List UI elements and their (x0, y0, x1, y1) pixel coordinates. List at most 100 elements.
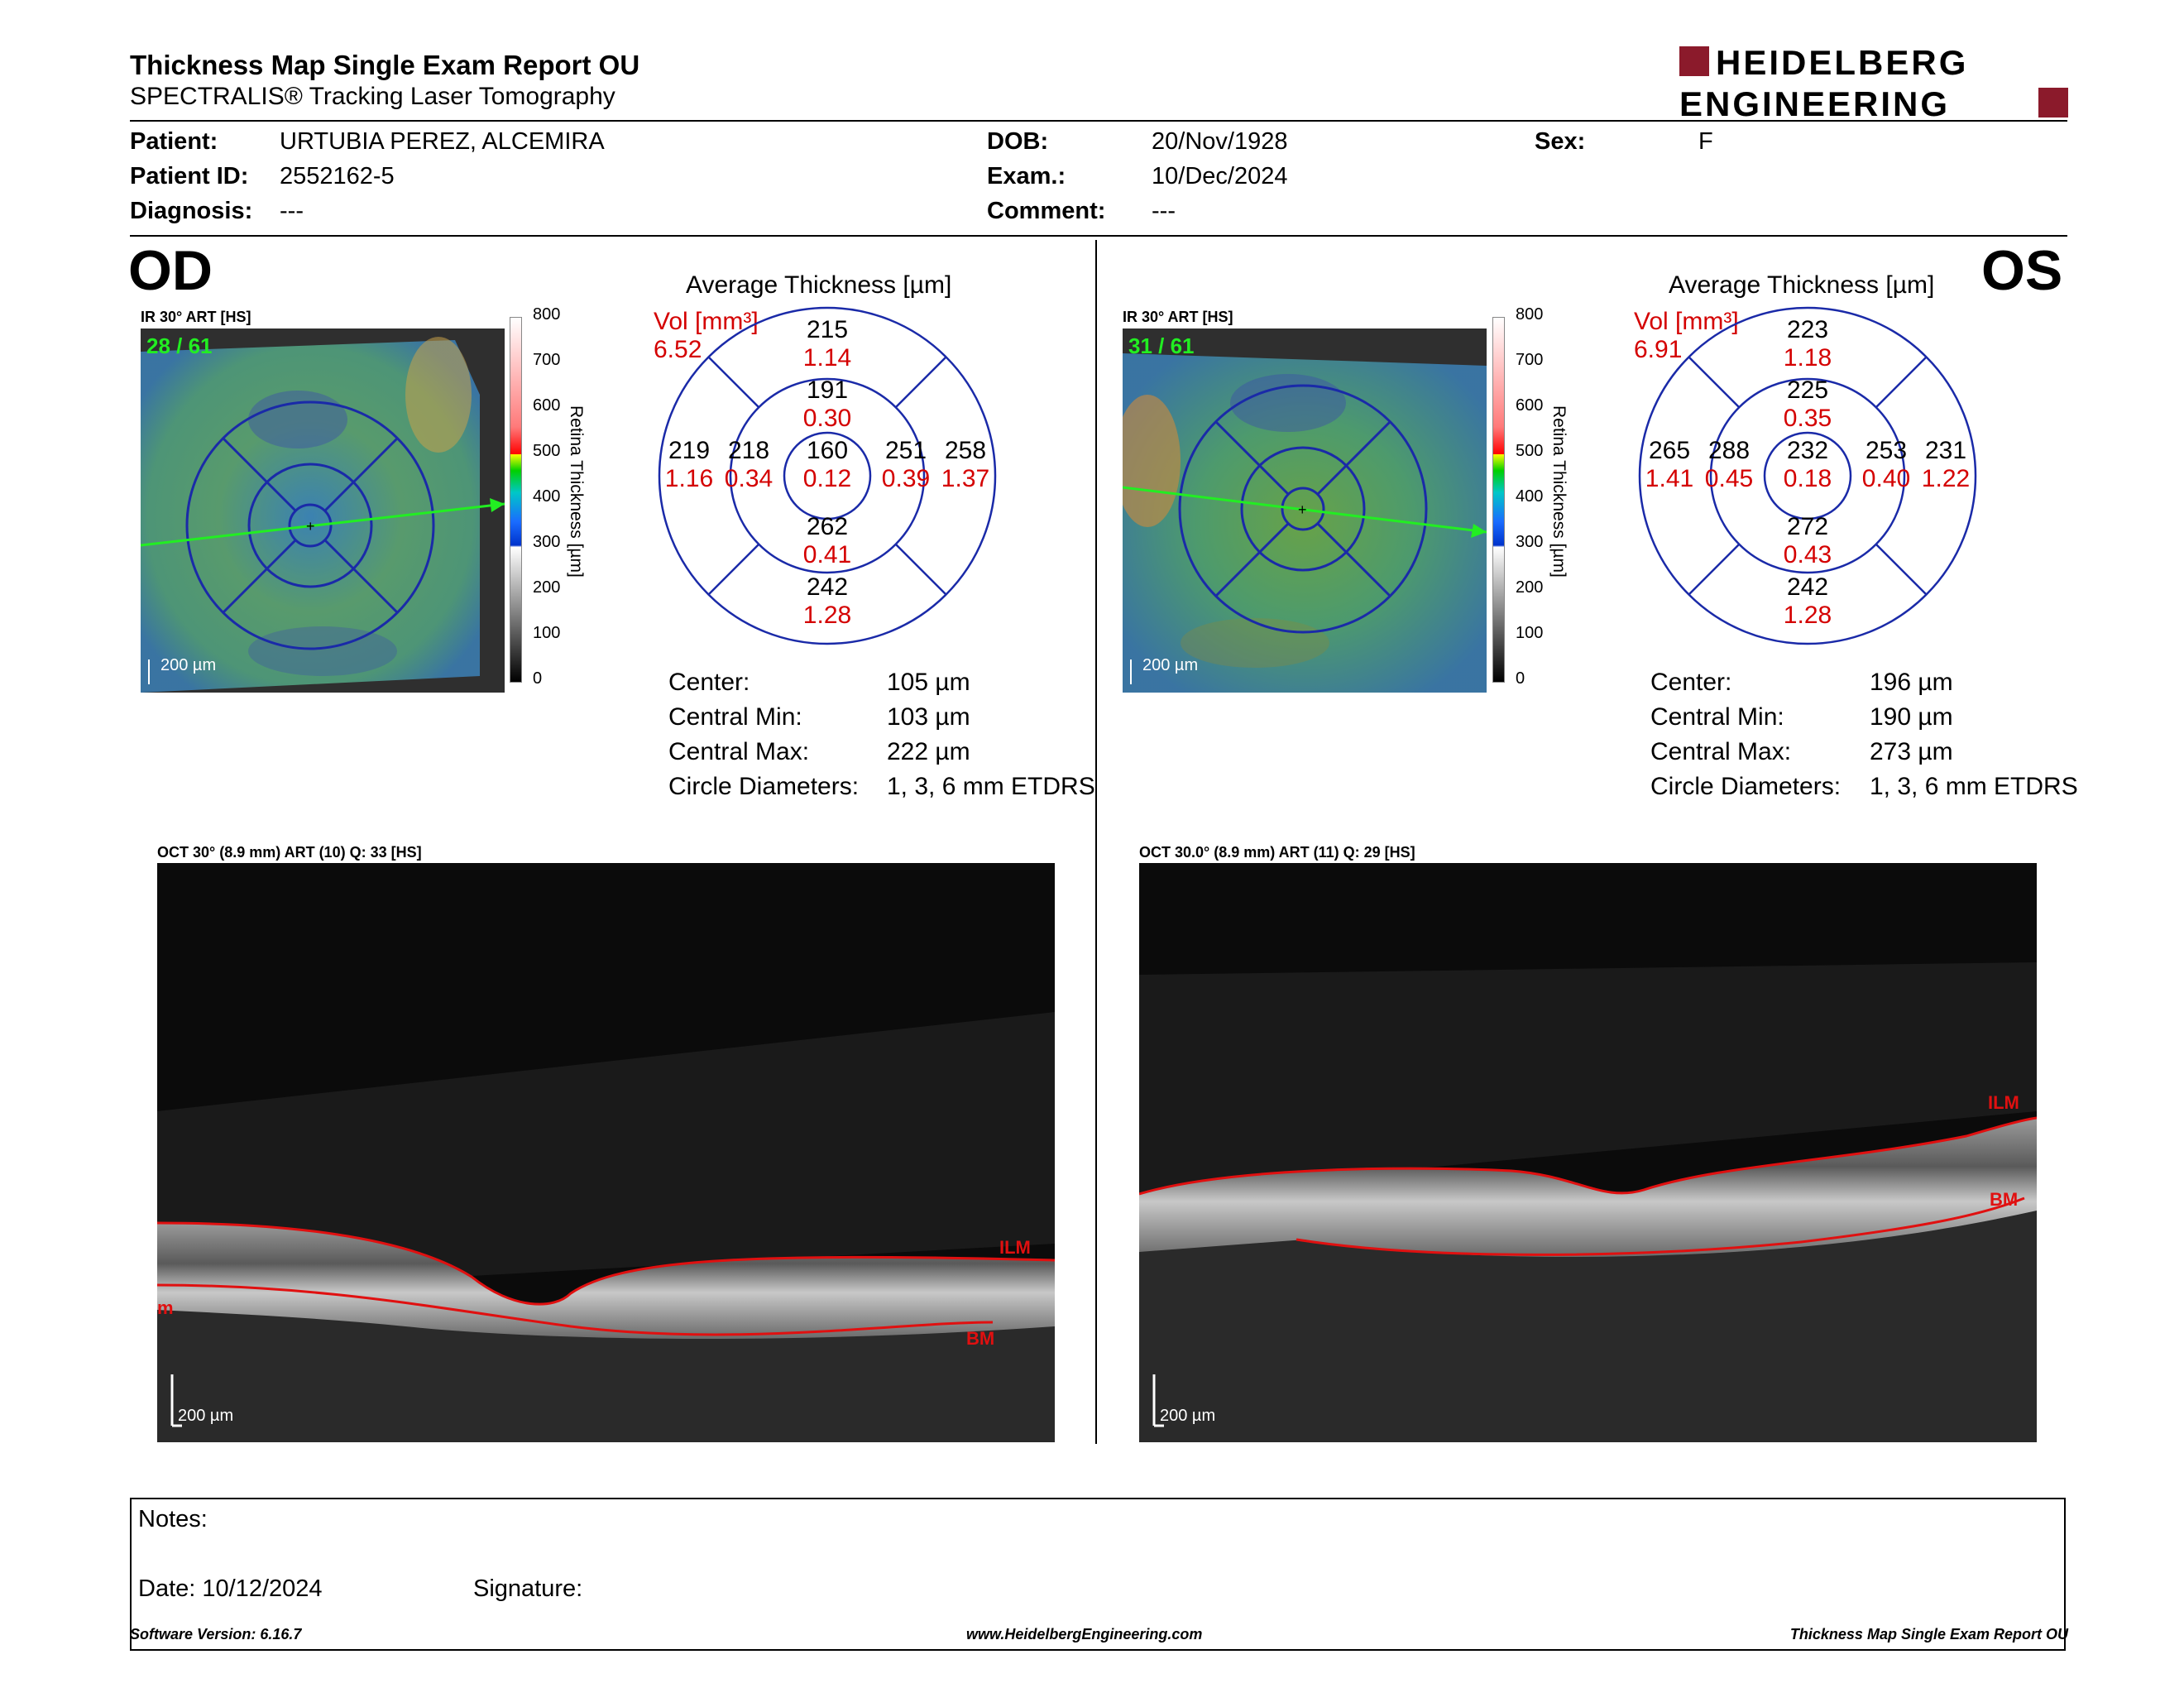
od-colorbar (510, 317, 522, 683)
od-bm-left-label: m (157, 1297, 174, 1318)
od-tick: 0 (533, 669, 543, 688)
od-fundus-scale: 200 µm (160, 656, 217, 674)
os-colorbar (1492, 317, 1505, 683)
os-colorbar-label: Retina Thickness [µm] (1549, 405, 1569, 578)
od-outer-nasal-sector: 258 1.37 (941, 437, 990, 492)
os-outer-nasal-sector: 231 1.22 (1921, 437, 1971, 492)
comment-value: --- (1152, 198, 1176, 224)
date-label: Date: 10/12/2024 (138, 1575, 323, 1602)
os-inner-temporal-sector: 288 0.45 (1704, 437, 1754, 492)
os-center-value: 196 µm (1870, 669, 1953, 696)
os-circle-diameters-value: 1, 3, 6 mm ETDRS (1870, 773, 2078, 800)
os-inner-superior-sector: 225 0.35 (1783, 376, 1832, 432)
footer-software-version: Software Version: 6.16.7 (130, 1626, 302, 1642)
od-tick: 300 (533, 533, 561, 551)
os-inner-nasal-sector: 253 0.40 (1861, 437, 1911, 492)
od-oct-label: OCT 30° (8.9 mm) ART (10) Q: 33 [HS] (157, 844, 422, 861)
report-subtitle: SPECTRALIS® Tracking Laser Tomography (130, 83, 615, 110)
od-fundus-image: + (141, 328, 505, 693)
od-ilm-label: ILM (999, 1237, 1031, 1258)
eye-divider (1095, 240, 1097, 1444)
od-tick: 200 (533, 578, 561, 597)
patient-label: Patient: (130, 128, 218, 155)
logo-top-text: HEIDELBERG (1716, 43, 1968, 82)
signature-label: Signature: (473, 1575, 583, 1602)
os-center-label: Center: (1650, 669, 1732, 696)
od-tick: 100 (533, 624, 561, 642)
os-tick: 100 (1516, 624, 1544, 642)
os-eye-label: OS (1981, 239, 2063, 302)
od-tick: 500 (533, 442, 561, 460)
patient-divider (130, 235, 2067, 237)
od-colorbar-ticks: 800 700 600 500 400 300 200 100 0 (533, 305, 566, 688)
od-central-max-label: Central Max: (668, 738, 810, 765)
os-oct-bscan (1139, 863, 2037, 1442)
os-central-max-label: Central Max: (1650, 738, 1792, 765)
od-tick: 800 (533, 305, 561, 324)
od-center-label: Center: (668, 669, 750, 696)
report-title: Thickness Map Single Exam Report OU (130, 50, 640, 80)
od-oct-bscan (157, 863, 1055, 1442)
logo-bottom-text: ENGINEERING (1679, 84, 1950, 122)
od-tick: 400 (533, 487, 561, 506)
sex-value: F (1698, 128, 1713, 155)
od-colorbar-label: Retina Thickness [µm] (567, 405, 586, 578)
od-inner-superior-sector: 191 0.30 (802, 376, 852, 432)
header-divider (130, 120, 2067, 122)
comment-label: Comment: (987, 198, 1106, 224)
os-tick: 700 (1516, 351, 1544, 369)
os-fundus-image: + (1123, 328, 1487, 693)
os-tick: 500 (1516, 442, 1544, 460)
od-center-value: 105 µm (887, 669, 970, 696)
footer-website[interactable]: www.HeidelbergEngineering.com (966, 1626, 1203, 1642)
od-ir-label: IR 30° ART [HS] (141, 309, 251, 325)
footer-report-name: Thickness Map Single Exam Report OU (1789, 1626, 2068, 1642)
od-oct-scale: 200 µm (178, 1407, 234, 1425)
os-outer-temporal-sector: 265 1.41 (1645, 437, 1694, 492)
notes-box[interactable]: Notes: Date: 10/12/2024 Signature: (130, 1498, 2066, 1651)
os-avg-thickness-title: Average Thickness [µm] (1669, 271, 1935, 299)
heidelberg-logo: HEIDELBERG ENGINEERING (1679, 43, 2068, 122)
od-tick: 700 (533, 351, 561, 369)
od-vol-total: 6.52 (654, 336, 702, 363)
od-outer-inferior-sector: 242 1.28 (802, 573, 852, 629)
dob-value: 20/Nov/1928 (1152, 128, 1288, 155)
os-fundus-scale: 200 µm (1142, 656, 1199, 674)
patient-name: URTUBIA PEREZ, ALCEMIRA (280, 128, 605, 155)
od-frame-count: 28 / 61 (146, 333, 213, 358)
os-tick: 200 (1516, 578, 1544, 597)
os-inner-inferior-sector: 272 0.43 (1783, 513, 1832, 568)
os-tick: 600 (1516, 396, 1544, 415)
os-outer-superior-sector: 223 1.18 (1783, 316, 1832, 372)
dob-label: DOB: (987, 128, 1049, 155)
od-avg-thickness-title: Average Thickness [µm] (686, 271, 952, 299)
od-inner-temporal-sector: 218 0.34 (724, 437, 774, 492)
os-ir-label: IR 30° ART [HS] (1123, 309, 1233, 325)
os-tick: 0 (1516, 669, 1525, 688)
notes-label: Notes: (138, 1506, 208, 1532)
od-tick: 600 (533, 396, 561, 415)
diagnosis-value: --- (280, 198, 304, 224)
os-central-max-value: 273 µm (1870, 738, 1953, 765)
od-outer-superior-sector: 215 1.14 (802, 316, 852, 372)
patient-id-label: Patient ID: (130, 163, 249, 189)
sex-label: Sex: (1535, 128, 1586, 155)
os-oct-scale: 200 µm (1160, 1407, 1216, 1425)
patient-id-value: 2552162-5 (280, 163, 395, 189)
os-oct-label: OCT 30.0° (8.9 mm) ART (11) Q: 29 [HS] (1139, 844, 1415, 861)
os-central-min-label: Central Min: (1650, 703, 1784, 731)
os-ilm-label: ILM (1988, 1092, 2019, 1113)
os-outer-inferior-sector: 242 1.28 (1783, 573, 1832, 629)
os-center-sector: 232 0.18 (1783, 437, 1832, 492)
od-circle-diameters-value: 1, 3, 6 mm ETDRS (887, 773, 1095, 800)
od-inner-inferior-sector: 262 0.41 (802, 513, 852, 568)
od-central-min-value: 103 µm (887, 703, 970, 731)
od-center-sector: 160 0.12 (802, 437, 852, 492)
od-bm-label: BM (966, 1328, 995, 1349)
od-central-max-value: 222 µm (887, 738, 970, 765)
os-vol-total: 6.91 (1634, 336, 1683, 363)
od-eye-label: OD (128, 239, 213, 302)
os-frame-count: 31 / 61 (1128, 333, 1195, 358)
diagnosis-label: Diagnosis: (130, 198, 253, 224)
svg-text:+: + (306, 518, 315, 535)
